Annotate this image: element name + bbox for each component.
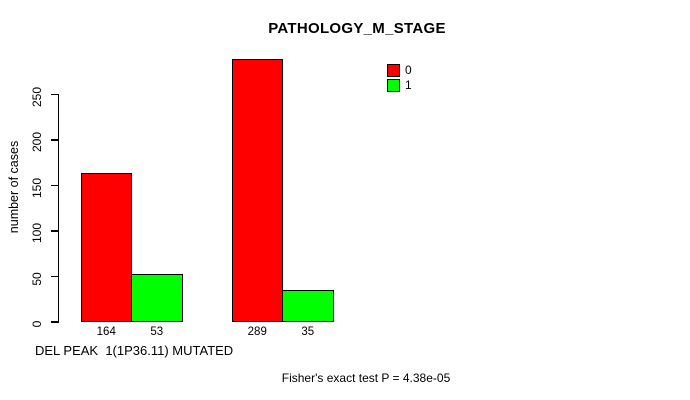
- legend-swatch-green: [387, 78, 400, 92]
- bar-value-label: 53: [150, 325, 164, 338]
- legend: 0 1: [387, 63, 412, 93]
- y-tick-mark: [50, 321, 58, 323]
- fisher-test-annotation: Fisher's exact test P = 4.38e-05: [281, 371, 451, 385]
- y-tick-label: 200: [30, 132, 44, 153]
- bar-value-label: 35: [301, 325, 315, 338]
- legend-label-0: 0: [405, 62, 412, 77]
- y-tick-label: 50: [30, 271, 44, 286]
- legend-item-1: 1: [387, 78, 412, 92]
- y-tick-label: 100: [30, 223, 44, 244]
- bar-series-0: [80, 172, 132, 322]
- legend-label-1: 1: [405, 77, 412, 92]
- y-tick-mark: [50, 93, 58, 96]
- y-tick-label: 250: [30, 86, 44, 107]
- y-tick-mark: [50, 275, 58, 278]
- x-axis-title: DEL PEAK 1(1P36.11) MUTATED: [35, 343, 234, 358]
- legend-swatch-red: [387, 63, 400, 77]
- legend-item-0: 0: [387, 63, 412, 77]
- y-tick-mark: [50, 230, 58, 232]
- chart-title: PATHOLOGY_M_STAGE: [268, 20, 446, 37]
- y-tick-label: 150: [30, 177, 44, 198]
- y-tick-label: 0: [30, 320, 44, 328]
- bar-series-1: [282, 290, 334, 322]
- bar-value-label: 289: [247, 325, 267, 338]
- y-axis-line: [57, 93, 59, 323]
- bar-value-label: 164: [96, 325, 116, 338]
- bar-series-0: [231, 59, 283, 322]
- bar-series-1: [131, 273, 183, 322]
- y-tick-mark: [50, 139, 58, 141]
- y-tick-mark: [50, 184, 58, 187]
